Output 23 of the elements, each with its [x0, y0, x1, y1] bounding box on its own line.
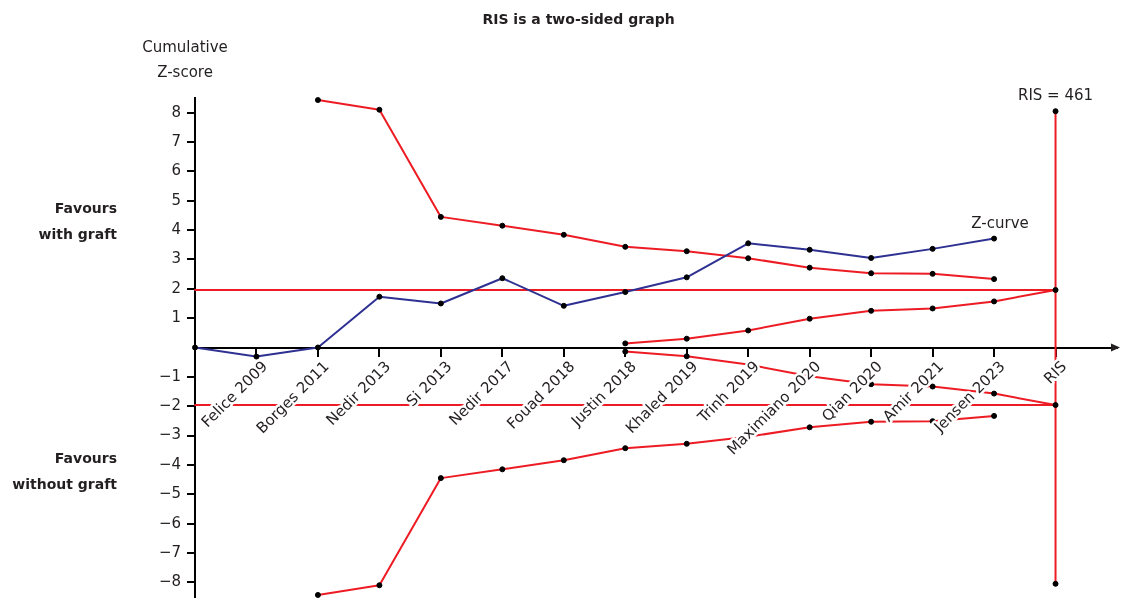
- text: Favours without graft: [12, 449, 118, 492]
- y-tick-label: 2: [171, 278, 181, 297]
- x-tick-label: RIS: [1040, 357, 1071, 388]
- chart-title: RIS is a two-sided graph: [482, 10, 675, 27]
- y-tick-label: −5: [158, 484, 181, 503]
- y-tick-label: −4: [158, 454, 181, 473]
- y-tick-label: 5: [171, 190, 181, 209]
- y-tick-label: −8: [158, 572, 181, 591]
- y-tick-label: −2: [158, 396, 181, 415]
- y-axis-title: Cumulative Z-score: [142, 37, 228, 81]
- series-label: Z-curve: [971, 213, 1029, 232]
- y-tick-label: −7: [158, 542, 181, 561]
- y-tick-label: 3: [171, 249, 181, 268]
- y-tick-label: −1: [158, 366, 181, 385]
- y-tick-label: −6: [158, 513, 181, 532]
- y-tick-label: 6: [171, 161, 181, 180]
- annotation: RIS = 461: [1017, 85, 1094, 104]
- y-tick-label: 4: [171, 219, 181, 238]
- y-tick-label: 1: [171, 308, 181, 327]
- y-tick-label: −3: [158, 425, 181, 444]
- y-tick-label: 7: [171, 131, 181, 150]
- y-tick-label: 8: [171, 102, 181, 121]
- text: Favours with graft: [38, 200, 118, 243]
